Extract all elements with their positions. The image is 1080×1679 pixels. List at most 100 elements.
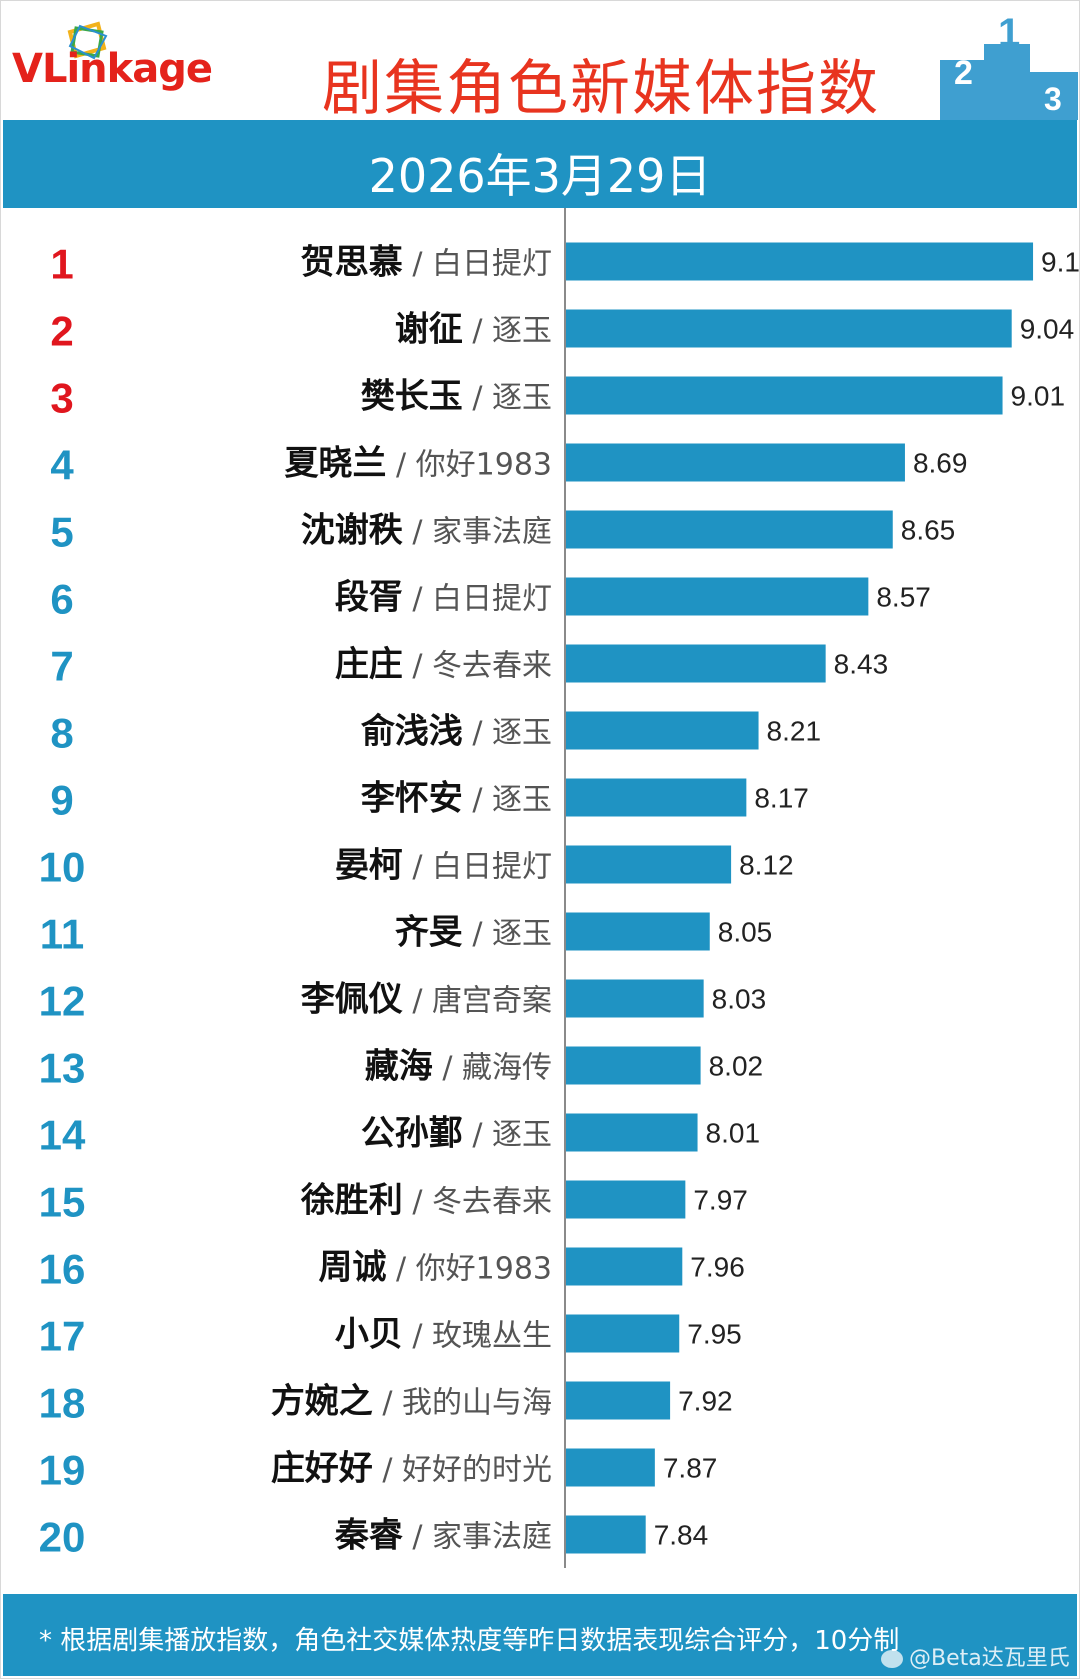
bar	[566, 1046, 701, 1085]
label-separator: /	[386, 1252, 415, 1287]
character-name: 李怀安	[361, 779, 463, 819]
drama-name: 逐玉	[492, 314, 552, 349]
character-name: 齐旻	[395, 913, 463, 953]
character-name: 庄好好	[271, 1449, 373, 1489]
podium-icon: 2 1 3	[940, 16, 1078, 120]
drama-name: 白日提灯	[432, 247, 552, 282]
rank-number: 12	[39, 978, 86, 1025]
value-label: 8.69	[913, 448, 968, 479]
rank-number: 18	[39, 1380, 86, 1427]
bar	[566, 1180, 686, 1219]
label-separator: /	[403, 515, 432, 550]
row-label: 俞浅浅 / 逐玉	[361, 712, 552, 752]
value-label: 8.43	[834, 649, 889, 680]
rank-number: 1	[50, 241, 73, 288]
row-label: 小贝 / 玫瑰丛生	[335, 1315, 552, 1355]
footer-note: * 根据剧集播放指数，角色社交媒体热度等昨日数据表现综合评分，10分制	[39, 1626, 900, 1656]
rank-number: 15	[39, 1179, 86, 1226]
value-label: 7.96	[690, 1252, 745, 1283]
label-separator: /	[433, 1051, 462, 1086]
row-label: 藏海 / 藏海传	[365, 1047, 552, 1087]
character-name: 李佩仪	[301, 980, 403, 1020]
drama-name: 白日提灯	[432, 582, 552, 617]
rank-number: 14	[39, 1112, 86, 1159]
character-name: 晏柯	[335, 846, 403, 886]
bar	[566, 1314, 680, 1353]
character-name: 秦睿	[334, 1516, 404, 1556]
row-label: 秦睿 / 家事法庭	[334, 1516, 552, 1556]
label-separator: /	[403, 850, 432, 885]
bar	[566, 1247, 683, 1286]
bar	[566, 644, 826, 683]
label-separator: /	[373, 1386, 402, 1421]
drama-name: 玫瑰丛生	[432, 1319, 552, 1354]
label-separator: /	[463, 314, 492, 349]
character-name: 夏晓兰	[284, 444, 386, 484]
value-label: 7.92	[678, 1386, 733, 1417]
character-name: 沈谢秩	[301, 511, 403, 551]
drama-name: 家事法庭	[432, 515, 552, 550]
row-label: 沈谢秩 / 家事法庭	[301, 511, 552, 551]
bar	[566, 1113, 698, 1152]
character-name: 庄庄	[335, 645, 403, 685]
ranking-bar-chart: 1 贺思慕 / 白日提灯 9.11 2 谢征 / 逐玉 9.04 3 樊长玉 / 逐玉 9.01…	[39, 208, 1080, 1568]
drama-name: 你好1983	[416, 1252, 552, 1287]
value-label: 8.05	[718, 917, 773, 948]
label-separator: /	[463, 783, 492, 818]
character-name: 公孙鄞	[361, 1114, 463, 1154]
label-separator: /	[403, 1185, 432, 1220]
character-name: 段胥	[335, 578, 403, 618]
value-label: 7.84	[654, 1520, 709, 1551]
label-separator: /	[403, 1319, 432, 1354]
value-label: 8.65	[901, 515, 956, 546]
bar	[566, 778, 747, 817]
character-name: 方婉之	[271, 1382, 373, 1422]
bar	[566, 242, 1034, 281]
value-label: 9.01	[1011, 381, 1066, 412]
podium-number: 1	[998, 16, 1020, 55]
bar	[566, 1448, 655, 1487]
value-label: 8.03	[712, 984, 767, 1015]
drama-name: 逐玉	[492, 381, 552, 416]
character-name: 周诚	[318, 1248, 386, 1288]
label-separator: /	[403, 649, 432, 684]
logo-text: VLinkage	[12, 46, 213, 92]
weibo-icon	[881, 1650, 903, 1668]
vlinkage-logo: VLinkage	[12, 46, 213, 92]
bar	[566, 711, 759, 750]
label-separator: /	[463, 1118, 492, 1153]
value-label: 8.57	[876, 582, 931, 613]
podium-number: 3	[1044, 81, 1062, 117]
row-label: 徐胜利 / 冬去春来	[300, 1181, 552, 1221]
bar	[566, 1381, 671, 1420]
label-separator: /	[373, 1453, 402, 1488]
drama-name: 好好的时光	[402, 1453, 552, 1488]
rank-number: 6	[50, 576, 73, 623]
character-name: 贺思慕	[301, 243, 403, 283]
value-label: 7.97	[693, 1185, 748, 1216]
label-separator: /	[463, 381, 492, 416]
page-title: 剧集角色新媒体指数	[322, 54, 880, 124]
value-label: 8.02	[709, 1051, 764, 1082]
row-label: 樊长玉 / 逐玉	[361, 377, 552, 417]
character-name: 俞浅浅	[361, 712, 463, 752]
drama-name: 家事法庭	[432, 1520, 552, 1555]
row-label: 夏晓兰 / 你好1983	[284, 444, 552, 484]
character-name: 藏海	[365, 1047, 433, 1087]
row-label: 齐旻 / 逐玉	[395, 913, 552, 953]
label-separator: /	[403, 984, 432, 1019]
logo-emblem-icon	[67, 21, 108, 60]
label-separator: /	[463, 716, 492, 751]
drama-name: 藏海传	[462, 1051, 552, 1086]
rank-number: 20	[39, 1514, 86, 1561]
label-separator: /	[403, 1520, 432, 1555]
bar	[566, 376, 1003, 415]
value-label: 9.11	[1041, 247, 1080, 278]
watermark: @Beta达瓦里氏	[881, 1640, 1070, 1672]
rank-number: 19	[39, 1447, 86, 1494]
bar	[566, 443, 905, 482]
row-label: 方婉之 / 我的山与海	[271, 1382, 552, 1422]
podium-number: 2	[954, 54, 973, 92]
rank-number: 17	[39, 1313, 86, 1360]
label-separator: /	[403, 582, 432, 617]
